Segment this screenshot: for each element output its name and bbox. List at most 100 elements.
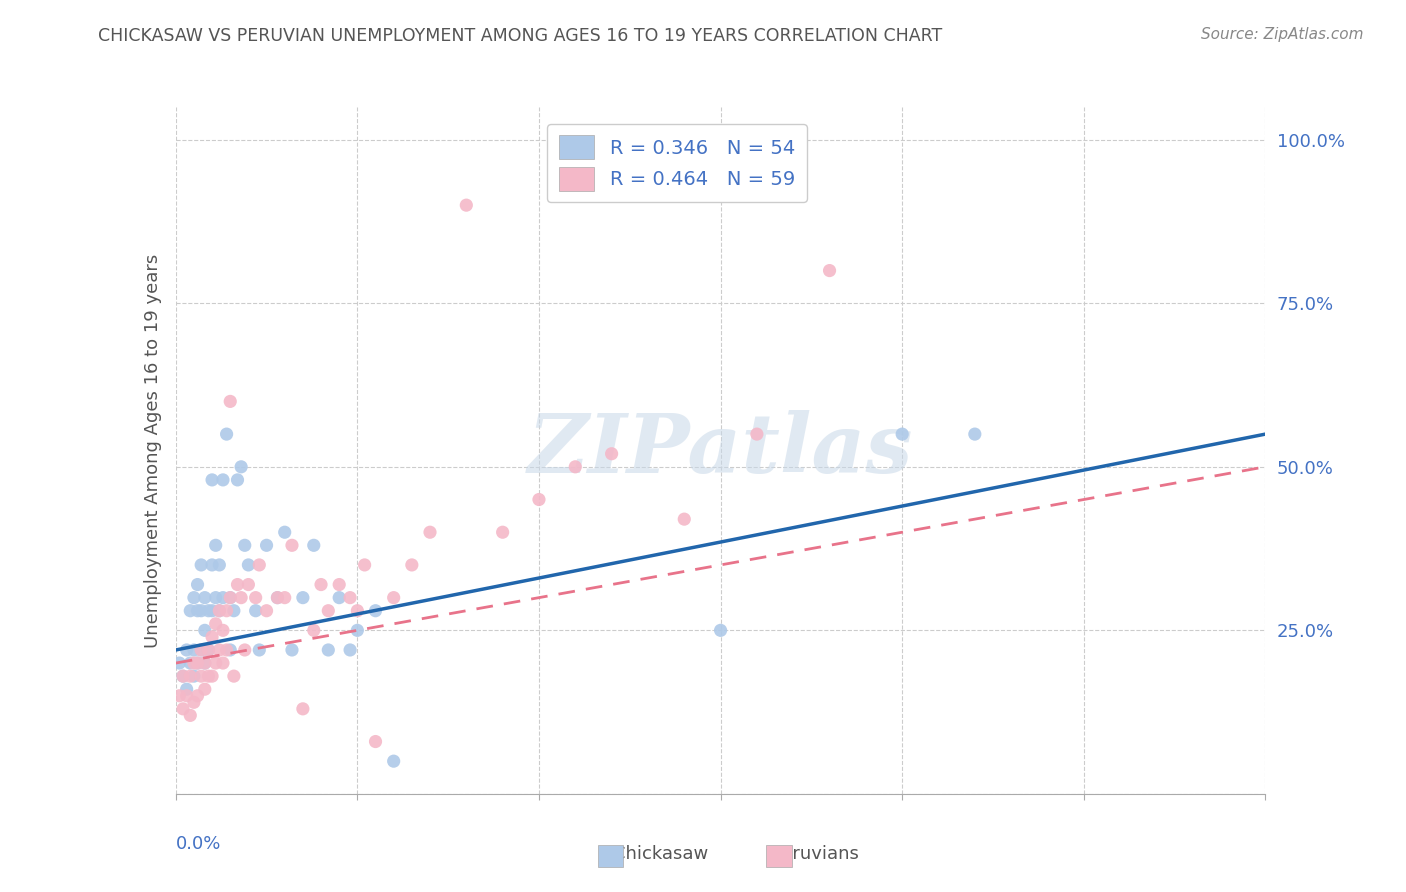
Point bbox=[176, 689, 198, 703]
Point bbox=[281, 643, 304, 657]
Point bbox=[172, 669, 194, 683]
Point bbox=[194, 656, 217, 670]
Point bbox=[190, 604, 212, 618]
Point bbox=[183, 669, 205, 683]
Point bbox=[183, 591, 205, 605]
Point bbox=[172, 669, 194, 683]
Text: 0.0%: 0.0% bbox=[176, 835, 221, 853]
Point bbox=[222, 604, 245, 618]
Point bbox=[364, 734, 387, 748]
Text: Chickasaw: Chickasaw bbox=[613, 846, 709, 863]
Point bbox=[245, 604, 267, 618]
Point bbox=[172, 702, 194, 716]
Point bbox=[186, 604, 209, 618]
Point bbox=[247, 558, 270, 572]
Point bbox=[204, 656, 226, 670]
Point bbox=[179, 656, 201, 670]
Point bbox=[219, 591, 242, 605]
Point bbox=[492, 525, 515, 540]
Point bbox=[266, 591, 288, 605]
Point bbox=[194, 656, 217, 670]
Point bbox=[179, 604, 201, 618]
Point bbox=[231, 591, 253, 605]
Point bbox=[291, 702, 314, 716]
Point bbox=[176, 643, 198, 657]
Point bbox=[233, 538, 256, 552]
Point bbox=[194, 682, 217, 697]
Point bbox=[266, 591, 288, 605]
Point bbox=[169, 689, 191, 703]
Point bbox=[891, 427, 914, 442]
Point bbox=[208, 604, 231, 618]
Point bbox=[212, 624, 235, 638]
Point bbox=[190, 558, 212, 572]
Point bbox=[169, 656, 191, 670]
Point bbox=[456, 198, 478, 212]
Point bbox=[745, 427, 768, 442]
Point bbox=[190, 643, 212, 657]
Text: Source: ZipAtlas.com: Source: ZipAtlas.com bbox=[1201, 27, 1364, 42]
Point bbox=[222, 669, 245, 683]
Point bbox=[201, 604, 224, 618]
Point bbox=[212, 473, 235, 487]
Point bbox=[186, 656, 209, 670]
Point bbox=[281, 538, 304, 552]
Point bbox=[382, 591, 405, 605]
Point bbox=[208, 558, 231, 572]
Point bbox=[233, 643, 256, 657]
Point bbox=[179, 708, 201, 723]
Point bbox=[226, 473, 249, 487]
Point bbox=[527, 492, 550, 507]
Point bbox=[212, 656, 235, 670]
Point bbox=[215, 643, 238, 657]
Y-axis label: Unemployment Among Ages 16 to 19 years: Unemployment Among Ages 16 to 19 years bbox=[143, 253, 162, 648]
Point bbox=[186, 689, 209, 703]
Point bbox=[339, 643, 361, 657]
Point bbox=[382, 754, 405, 768]
Point bbox=[219, 591, 242, 605]
Point bbox=[219, 643, 242, 657]
Point bbox=[238, 558, 260, 572]
Point bbox=[183, 656, 205, 670]
Point bbox=[208, 643, 231, 657]
Point bbox=[208, 604, 231, 618]
Text: ZIPatlas: ZIPatlas bbox=[527, 410, 914, 491]
Point bbox=[328, 591, 350, 605]
Point bbox=[401, 558, 423, 572]
Point bbox=[179, 669, 201, 683]
Point bbox=[238, 577, 260, 591]
Point bbox=[197, 669, 219, 683]
Point bbox=[274, 591, 297, 605]
Point bbox=[215, 427, 238, 442]
Point bbox=[212, 591, 235, 605]
Point bbox=[274, 525, 297, 540]
Point bbox=[201, 558, 224, 572]
Point bbox=[204, 591, 226, 605]
Point bbox=[328, 577, 350, 591]
Point bbox=[194, 624, 217, 638]
Point bbox=[190, 643, 212, 657]
Point bbox=[215, 604, 238, 618]
Point bbox=[419, 525, 441, 540]
Point bbox=[346, 604, 368, 618]
Text: CHICKASAW VS PERUVIAN UNEMPLOYMENT AMONG AGES 16 TO 19 YEARS CORRELATION CHART: CHICKASAW VS PERUVIAN UNEMPLOYMENT AMONG… bbox=[98, 27, 942, 45]
Point bbox=[339, 591, 361, 605]
Text: Peruvians: Peruvians bbox=[772, 846, 859, 863]
Point bbox=[186, 577, 209, 591]
Point bbox=[302, 624, 325, 638]
Point bbox=[197, 604, 219, 618]
Point bbox=[183, 643, 205, 657]
Point bbox=[194, 591, 217, 605]
Point bbox=[176, 682, 198, 697]
Point bbox=[247, 643, 270, 657]
Point bbox=[186, 656, 209, 670]
Point bbox=[197, 643, 219, 657]
Point bbox=[256, 538, 278, 552]
Point bbox=[346, 624, 368, 638]
Point bbox=[318, 604, 340, 618]
Point bbox=[204, 538, 226, 552]
Point bbox=[673, 512, 696, 526]
Point bbox=[963, 427, 986, 442]
Point bbox=[302, 538, 325, 552]
Point bbox=[190, 669, 212, 683]
